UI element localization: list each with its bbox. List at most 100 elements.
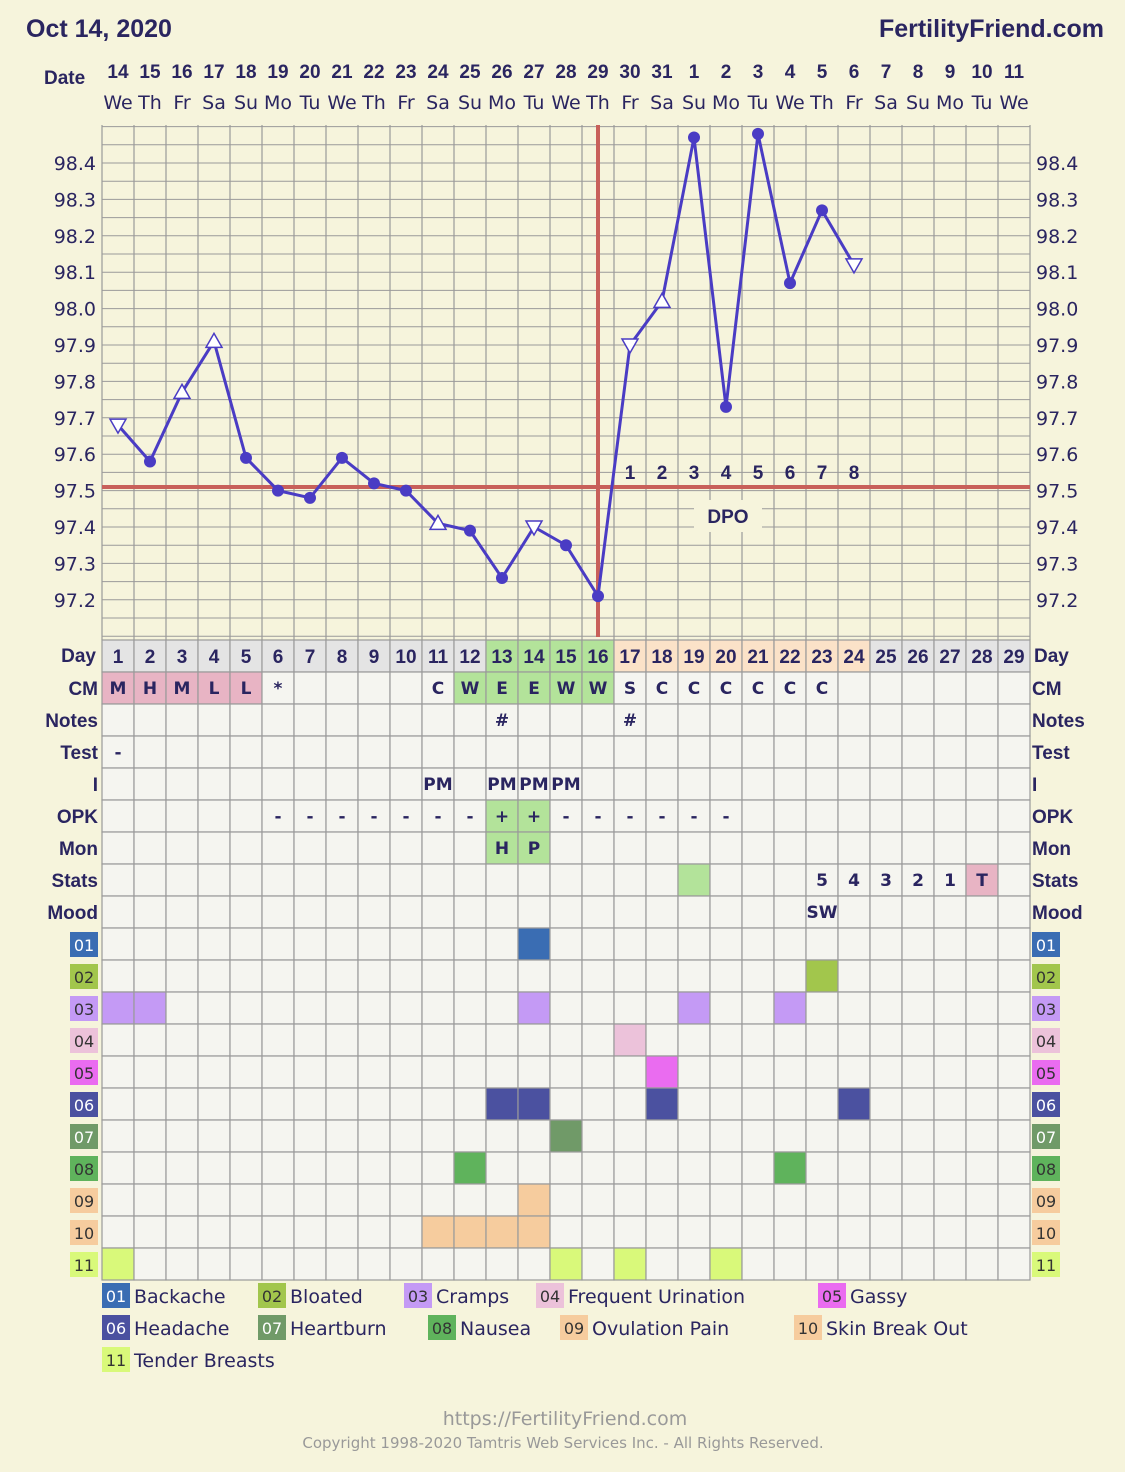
day-number: 13 (491, 647, 512, 668)
legend-chip (404, 1283, 432, 1308)
i-cell (517, 767, 551, 801)
temperature-point (688, 131, 700, 144)
row-label-day-right: Day (1034, 646, 1069, 667)
mood-cell (933, 895, 967, 929)
symptom-cell (901, 959, 935, 993)
day-number: 5 (241, 647, 252, 668)
symptom-code-right: 10 (1036, 1224, 1056, 1243)
opk-cell (453, 799, 487, 833)
symptom-cell (581, 991, 615, 1025)
opk-value: - (594, 807, 601, 827)
symptom-mark (517, 991, 551, 1025)
symptom-cell (645, 1119, 679, 1153)
symptom-chip-right (1032, 964, 1060, 989)
symptom-code-right: 05 (1036, 1064, 1056, 1083)
stats-value: 3 (880, 871, 892, 891)
test-cell (677, 735, 711, 769)
temperature-point (272, 484, 284, 497)
legend-label: Headache (134, 1318, 230, 1340)
symptom-cell (517, 959, 551, 993)
stats-cell (517, 863, 551, 897)
symptom-cell (453, 1247, 487, 1281)
opk-cell (933, 799, 967, 833)
symptom-chip-left (70, 1188, 98, 1213)
y-tick-right: 98.2 (1036, 226, 1078, 248)
notes-cell (837, 703, 871, 737)
mood-cell (421, 895, 455, 929)
symptom-cell (261, 991, 295, 1025)
cm-value: W (589, 679, 608, 699)
stats-cell (229, 863, 263, 897)
symptom-cell (389, 1247, 423, 1281)
cm-value: C (432, 679, 444, 699)
symptom-cell (997, 1247, 1031, 1281)
notes-cell (805, 703, 839, 737)
symptom-cell (677, 1055, 711, 1089)
symptom-cell (933, 1247, 967, 1281)
symptom-cell (229, 991, 263, 1025)
weekday: Su (906, 92, 930, 114)
mood-cell (261, 895, 295, 929)
test-cell (645, 735, 679, 769)
symptom-cell (133, 1183, 167, 1217)
i-cell (389, 767, 423, 801)
symptom-cell (901, 1087, 935, 1121)
stats-cell (869, 863, 903, 897)
cm-cell (165, 671, 199, 705)
symptom-cell (933, 1151, 967, 1185)
symptom-cell (101, 1055, 135, 1089)
symptom-code-left: 01 (74, 936, 94, 955)
symptom-cell (965, 1215, 999, 1249)
symptom-cell (325, 1151, 359, 1185)
symptom-cell (677, 1151, 711, 1185)
symptom-cell (229, 927, 263, 961)
symptom-cell (933, 1055, 967, 1089)
weekday: Tu (523, 92, 545, 114)
symptom-cell (389, 1151, 423, 1185)
symptom-cell (741, 1247, 775, 1281)
day-cell (325, 639, 359, 673)
opk-cell (325, 799, 359, 833)
symptom-cell (933, 991, 967, 1025)
symptom-mark (613, 1247, 647, 1281)
symptom-cell (421, 1183, 455, 1217)
opk-value: - (466, 807, 473, 827)
symptom-cell (741, 1087, 775, 1121)
symptom-cell (901, 1151, 935, 1185)
symptom-mark (773, 991, 807, 1025)
legend-label: Skin Break Out (826, 1318, 968, 1340)
test-cell (293, 735, 327, 769)
notes-cell (933, 703, 967, 737)
day-number: 12 (459, 647, 480, 668)
symptom-cell (805, 1119, 839, 1153)
legend-code: 09 (564, 1319, 584, 1338)
legend-chip (428, 1315, 456, 1340)
dpo-number: 6 (785, 463, 796, 484)
date-number: 14 (107, 62, 129, 83)
mon-cell (549, 831, 583, 865)
dpo-number: 2 (657, 463, 668, 484)
dpo-box (694, 500, 762, 532)
symptom-cell (741, 959, 775, 993)
symptom-mark (805, 959, 839, 993)
row-label-day: Day (61, 646, 96, 667)
day-number: 22 (779, 647, 800, 668)
symptom-cell (421, 1055, 455, 1089)
i-cell (133, 767, 167, 801)
symptom-cell (101, 1023, 135, 1057)
opk-cell (197, 799, 231, 833)
symptom-cell (165, 1023, 199, 1057)
mon-cell (869, 831, 903, 865)
stats-cell (261, 863, 295, 897)
date-number: 23 (395, 62, 416, 83)
weekday: Th (585, 92, 610, 114)
i-cell (549, 767, 583, 801)
mood-cell (389, 895, 423, 929)
weekday: Fr (845, 92, 863, 114)
symptom-chip-right (1032, 1252, 1060, 1277)
symptom-cell (197, 1119, 231, 1153)
symptom-cell (229, 1151, 263, 1185)
stats-cell (133, 863, 167, 897)
day-number: 9 (369, 647, 380, 668)
stats-cell (165, 863, 199, 897)
